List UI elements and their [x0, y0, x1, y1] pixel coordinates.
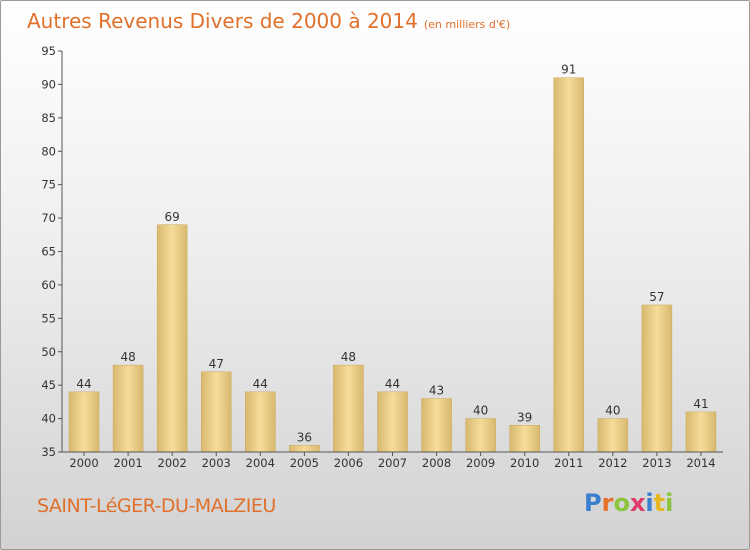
bar-2008 — [421, 398, 452, 453]
x-tick-label-2006: 2006 — [334, 456, 363, 470]
logo-letter: x — [629, 489, 646, 517]
y-tick-label-80: 80 — [41, 144, 56, 158]
data-label-2000: 44 — [76, 377, 91, 391]
x-tick-label-2013: 2013 — [642, 456, 671, 470]
x-tick-label-2002: 2002 — [158, 456, 187, 470]
bar-2010 — [509, 425, 540, 453]
bar-2001 — [112, 364, 144, 453]
bar-2004 — [245, 391, 276, 453]
chart-unit: (en milliers d'€) — [423, 18, 511, 31]
logo-letter: t — [653, 489, 666, 517]
data-label-2014: 41 — [693, 397, 708, 411]
data-label-2005: 36 — [297, 430, 312, 444]
y-tick-label-95: 95 — [41, 44, 56, 58]
bar-2006 — [333, 364, 364, 453]
data-label-2001: 48 — [120, 350, 135, 364]
logo-letter: o — [613, 489, 630, 517]
data-label-2013: 57 — [649, 290, 664, 304]
y-tick-label-40: 40 — [41, 412, 56, 426]
data-label-2012: 40 — [605, 404, 620, 418]
x-tick-label-2001: 2001 — [113, 456, 142, 470]
y-tick-label-65: 65 — [41, 245, 56, 259]
x-tick-label-2008: 2008 — [422, 456, 451, 470]
y-tick-label-70: 70 — [41, 211, 56, 225]
bar-2003 — [200, 371, 232, 453]
y-tick-label-90: 90 — [41, 77, 56, 91]
proxiti-logo: Proxiti — [584, 489, 673, 517]
bar-2002 — [156, 224, 188, 453]
logo-letter: i — [665, 489, 674, 517]
data-label-2011: 91 — [561, 63, 576, 77]
data-label-2009: 40 — [473, 404, 488, 418]
x-tick-label-2005: 2005 — [290, 456, 319, 470]
y-tick-label-60: 60 — [41, 278, 56, 292]
data-label-2004: 44 — [253, 377, 268, 391]
bar-2009 — [465, 418, 496, 453]
x-tick-label-2014: 2014 — [686, 456, 715, 470]
y-tick-label-35: 35 — [41, 445, 56, 459]
data-label-2008: 43 — [429, 384, 444, 398]
bar-2000 — [68, 391, 100, 453]
commune-name: SAINT-LéGER-DU-MALZIEU — [37, 495, 276, 517]
data-label-2007: 44 — [385, 377, 400, 391]
data-label-2003: 47 — [209, 357, 224, 371]
data-label-2006: 48 — [341, 350, 356, 364]
x-tick-label-2007: 2007 — [378, 456, 407, 470]
data-label-2010: 39 — [517, 410, 532, 424]
x-tick-label-2009: 2009 — [466, 456, 495, 470]
logo-letter: i — [645, 489, 654, 517]
logo-letter: r — [601, 489, 614, 517]
x-tick-label-2012: 2012 — [598, 456, 627, 470]
x-tick-label-2010: 2010 — [510, 456, 539, 470]
bar-2007 — [377, 391, 408, 453]
x-tick-label-2011: 2011 — [554, 456, 583, 470]
bar-2005 — [289, 445, 320, 453]
y-tick-label-85: 85 — [41, 111, 56, 125]
x-tick-label-2003: 2003 — [202, 456, 231, 470]
y-tick-label-45: 45 — [41, 378, 56, 392]
chart-title-text: Autres Revenus Divers de 2000 à 2014 — [27, 9, 418, 33]
chart-title: Autres Revenus Divers de 2000 à 2014 (en … — [27, 9, 510, 33]
bar-2012 — [597, 418, 629, 453]
bar-2013 — [641, 304, 673, 453]
logo-letter: P — [584, 489, 602, 517]
x-tick-label-2004: 2004 — [246, 456, 275, 470]
bar-2011 — [553, 77, 585, 453]
y-tick-label-75: 75 — [41, 178, 56, 192]
y-tick-label-50: 50 — [41, 345, 56, 359]
x-tick-label-2000: 2000 — [69, 456, 98, 470]
y-tick-label-55: 55 — [41, 311, 56, 325]
data-label-2002: 69 — [165, 210, 180, 224]
bar-2014 — [685, 411, 717, 453]
